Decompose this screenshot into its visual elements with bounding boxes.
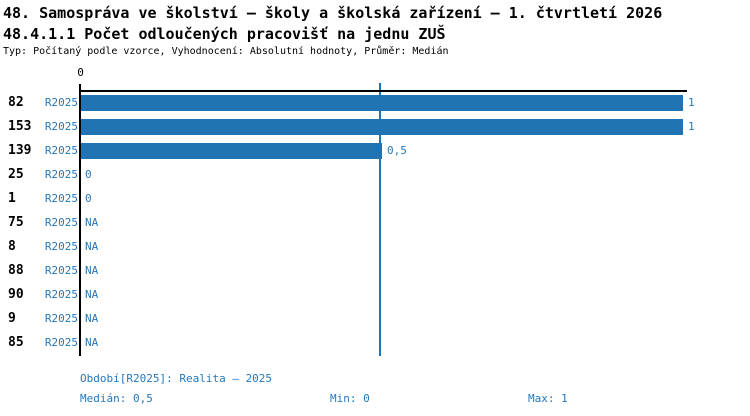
bar-value-label: 0 — [85, 192, 92, 205]
x-axis-line — [80, 90, 687, 92]
row-series-label: R2025 — [44, 240, 78, 253]
row-series-label: R2025 — [44, 312, 78, 325]
bar-value-label: NA — [85, 264, 99, 277]
row-category-label: 1 — [8, 191, 16, 206]
bar — [81, 119, 683, 135]
bar — [81, 143, 382, 159]
footer-max-label: Max: 1 — [528, 392, 568, 405]
chart-row: 153 R2025 1 — [0, 119, 750, 135]
row-category-label: 9 — [8, 311, 16, 326]
row-series-label: R2025 — [44, 96, 78, 109]
chart-row: 9 R2025 NA — [0, 311, 750, 327]
row-series-label: R2025 — [44, 192, 78, 205]
x-axis-tick-label-zero: 0 — [77, 66, 84, 79]
row-category-label: 85 — [8, 335, 24, 350]
chart-row: 75 R2025 NA — [0, 215, 750, 231]
indicator-subtitle: Typ: Počítaný podle vzorce, Vyhodnocení:… — [3, 46, 449, 57]
bar-value-label: 1 — [688, 96, 695, 109]
footer-median-label: Medián: 0,5 — [80, 392, 153, 405]
row-category-label: 139 — [8, 143, 32, 158]
bar-value-label: 1 — [688, 120, 695, 133]
bar-value-label: NA — [85, 336, 99, 349]
bar-value-label: 0 — [85, 168, 92, 181]
row-category-label: 90 — [8, 287, 24, 302]
row-category-label: 82 — [8, 95, 24, 110]
footer-min-label: Min: 0 — [330, 392, 370, 405]
y-axis-line — [79, 84, 81, 356]
chart-row: 90 R2025 NA — [0, 287, 750, 303]
footer-period-label: Období[R2025]: Realita – 2025 — [80, 372, 273, 385]
row-series-label: R2025 — [44, 216, 78, 229]
bar — [81, 95, 683, 111]
median-reference-line — [379, 83, 381, 356]
row-series-label: R2025 — [44, 288, 78, 301]
row-series-label: R2025 — [44, 144, 78, 157]
row-category-label: 153 — [8, 119, 32, 134]
row-series-label: R2025 — [44, 120, 78, 133]
row-category-label: 75 — [8, 215, 24, 230]
bar-value-label: NA — [85, 288, 99, 301]
report-title: 48. Samospráva ve školství – školy a ško… — [3, 4, 663, 22]
chart-row: 85 R2025 NA — [0, 335, 750, 351]
bar-value-label: NA — [85, 216, 99, 229]
chart-row: 82 R2025 1 — [0, 95, 750, 111]
chart-row: 8 R2025 NA — [0, 239, 750, 255]
row-series-label: R2025 — [44, 168, 78, 181]
chart-row: 25 R2025 0 — [0, 167, 750, 183]
indicator-title: 48.4.1.1 Počet odloučených pracovišť na … — [3, 25, 446, 43]
row-series-label: R2025 — [44, 336, 78, 349]
chart-row: 88 R2025 NA — [0, 263, 750, 279]
bar-value-label: NA — [85, 312, 99, 325]
row-category-label: 88 — [8, 263, 24, 278]
row-series-label: R2025 — [44, 264, 78, 277]
chart-row: 1 R2025 0 — [0, 191, 750, 207]
row-category-label: 25 — [8, 167, 24, 182]
row-category-label: 8 — [8, 239, 16, 254]
chart-row: 139 R2025 0,5 — [0, 143, 750, 159]
bar-value-label: NA — [85, 240, 99, 253]
bar-value-label: 0,5 — [387, 144, 407, 157]
